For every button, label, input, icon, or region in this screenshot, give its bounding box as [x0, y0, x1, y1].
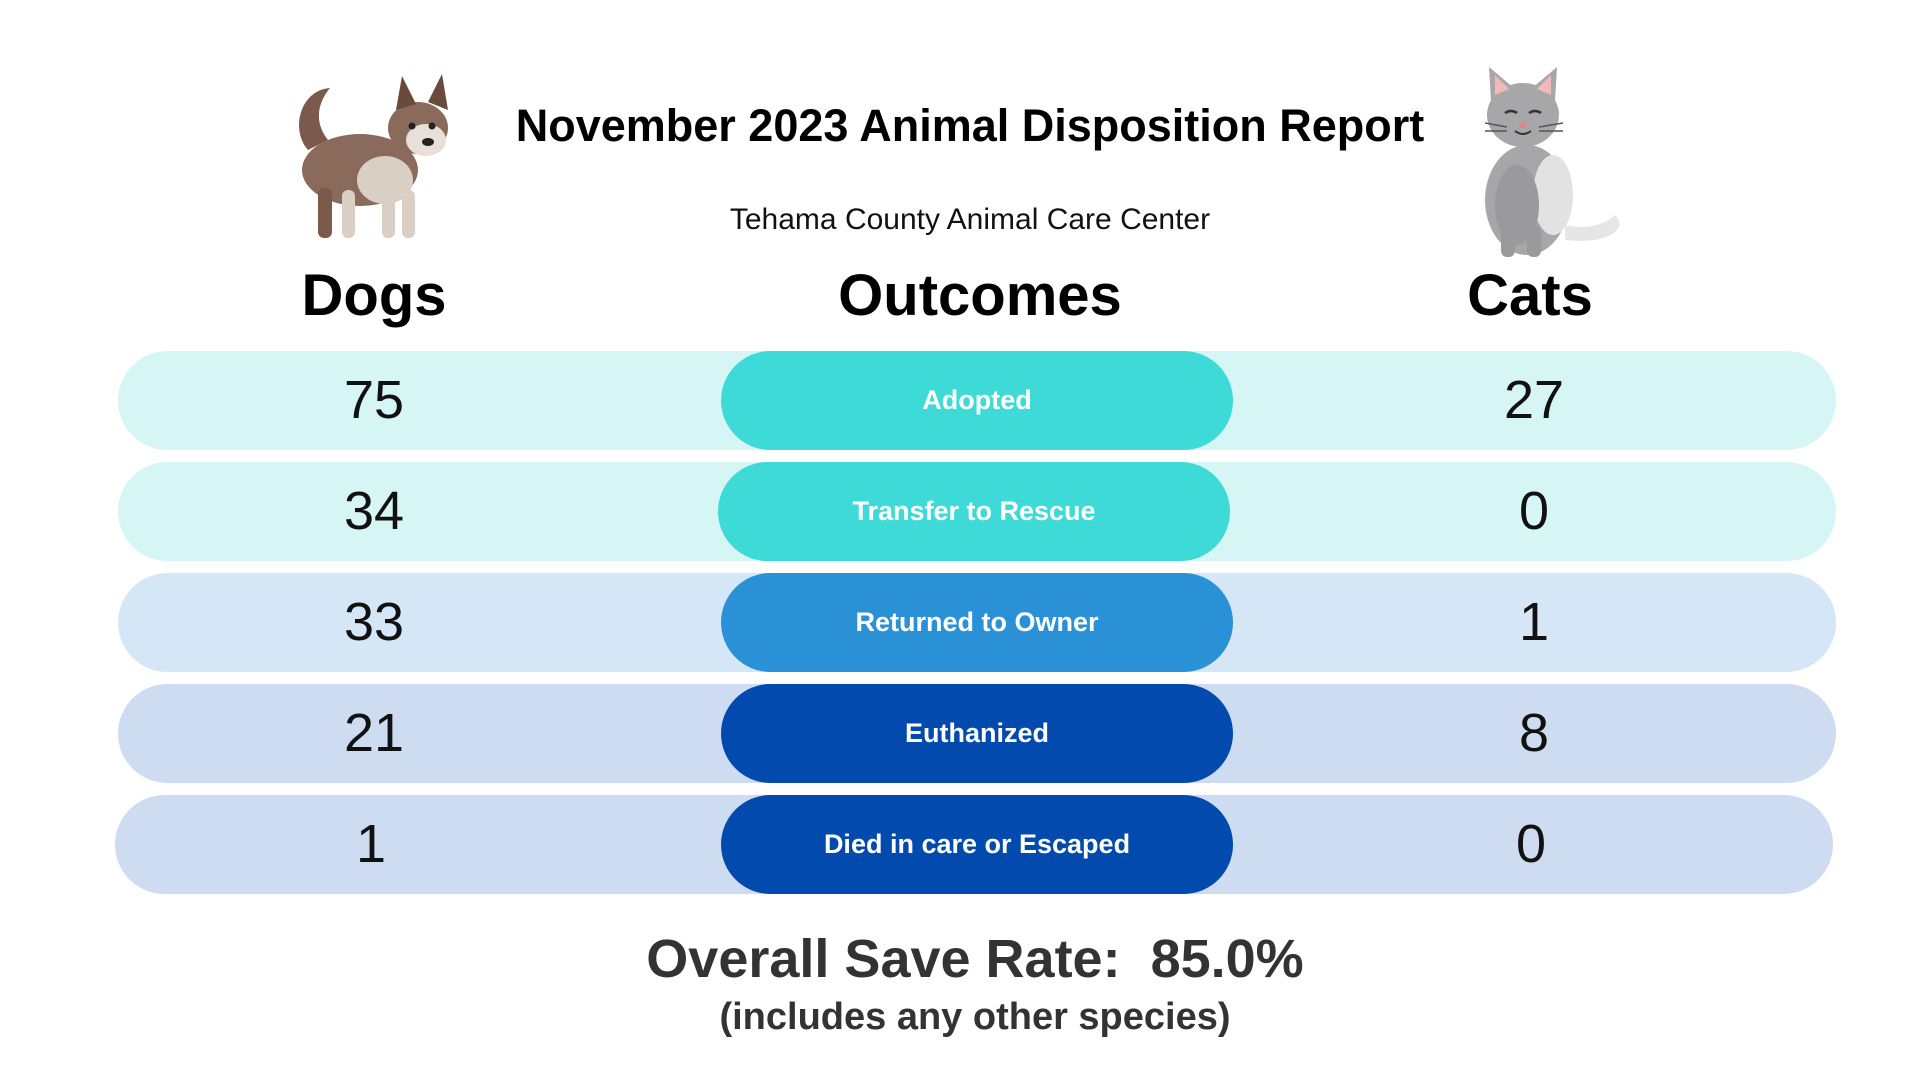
save-rate-note: (includes any other species): [719, 996, 1231, 1038]
dog-count: 21: [343, 703, 405, 763]
outcome-label: Transfer to Rescue: [718, 462, 1230, 561]
dog-illustration-icon: [299, 74, 448, 238]
cat-count: 1: [1518, 592, 1550, 652]
outcomes-column-header: Outcomes: [838, 263, 1122, 328]
cat-count: 0: [1518, 481, 1550, 541]
outcome-row-died-escaped: 1 Died in care or Escaped 0: [115, 795, 1833, 894]
outcome-row-euthanized: 21 Euthanized 8: [118, 684, 1836, 783]
outcome-row-adopted: 75 Adopted 27: [118, 351, 1836, 450]
cat-count: 8: [1518, 703, 1550, 763]
outcome-label: Died in care or Escaped: [721, 795, 1233, 894]
outcome-row-returned: 33 Returned to Owner 1: [118, 573, 1836, 672]
report-subtitle: Tehama County Animal Care Center: [729, 203, 1211, 236]
cats-column-header: Cats: [1467, 263, 1593, 328]
dogs-column-header: Dogs: [301, 263, 447, 328]
outcome-label: Adopted: [721, 351, 1233, 450]
outcome-label: Returned to Owner: [721, 573, 1233, 672]
outcome-row-transfer: 34 Transfer to Rescue 0: [118, 462, 1836, 561]
cat-illustration-icon: [1484, 67, 1620, 257]
report-title: November 2023 Animal Disposition Report: [515, 100, 1425, 151]
overall-save-rate: Overall Save Rate: 85.0%: [646, 929, 1304, 989]
dog-count: 75: [343, 370, 405, 430]
dog-count: 1: [355, 814, 387, 874]
cat-count: 27: [1503, 370, 1565, 430]
outcome-label: Euthanized: [721, 684, 1233, 783]
cat-count: 0: [1515, 814, 1547, 874]
dog-count: 33: [343, 592, 405, 652]
dog-count: 34: [343, 481, 405, 541]
